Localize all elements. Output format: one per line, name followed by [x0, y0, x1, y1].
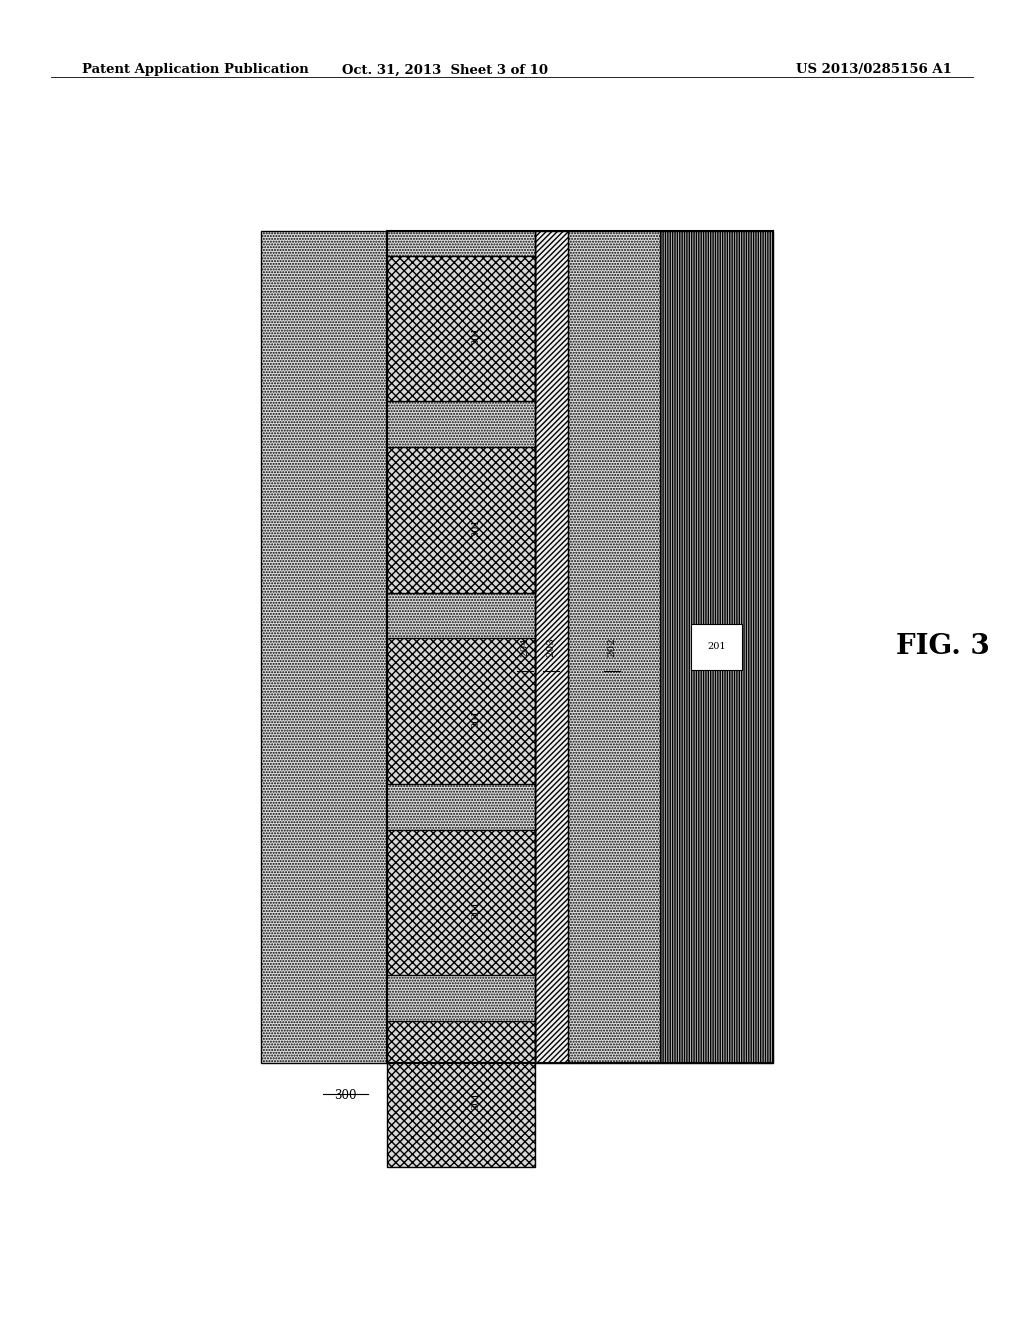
Text: 301: 301	[471, 1092, 480, 1110]
Bar	[386, 1022, 535, 1167]
Bar	[386, 447, 535, 593]
Text: 201: 201	[708, 643, 726, 651]
Bar	[568, 231, 660, 1063]
Bar	[386, 256, 535, 401]
Text: 300: 300	[335, 1089, 356, 1102]
Text: US 2013/0285156 A1: US 2013/0285156 A1	[797, 63, 952, 77]
Bar	[691, 624, 742, 669]
Text: 301: 301	[471, 517, 480, 536]
Text: 203: 203	[547, 636, 555, 657]
Bar	[386, 639, 535, 784]
Bar	[386, 830, 535, 975]
Text: 301: 301	[471, 900, 480, 919]
Bar	[660, 231, 773, 1063]
Text: Oct. 31, 2013  Sheet 3 of 10: Oct. 31, 2013 Sheet 3 of 10	[342, 63, 549, 77]
Text: 301: 301	[471, 326, 480, 346]
Bar	[261, 231, 535, 1063]
Text: Patent Application Publication: Patent Application Publication	[82, 63, 308, 77]
Text: 301: 301	[471, 709, 480, 727]
Bar	[386, 231, 773, 1063]
Text: FIG. 3: FIG. 3	[896, 634, 990, 660]
Bar	[535, 231, 568, 1063]
Text: 202: 202	[607, 636, 616, 657]
Text: 204: 204	[520, 636, 529, 657]
